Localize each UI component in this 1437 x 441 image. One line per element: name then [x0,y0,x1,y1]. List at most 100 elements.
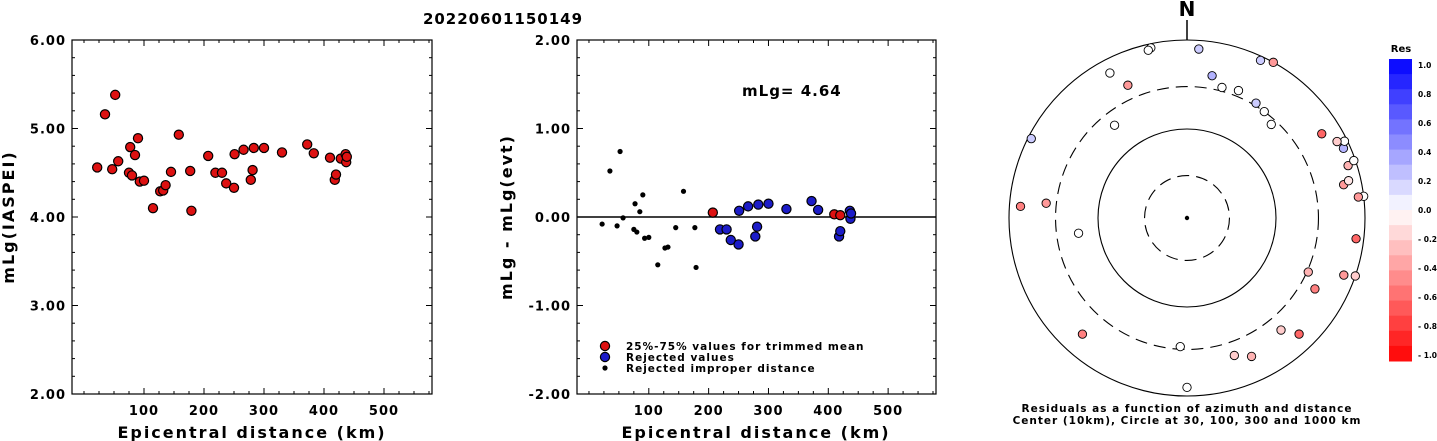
x-tick-label: 400 [813,404,843,419]
station-residual-point [1143,45,1153,55]
legend-label: Rejected improper distance [626,363,816,375]
colorbar-cell [1389,74,1412,90]
station-residual-point [1353,192,1363,202]
station-residual-point [1073,228,1084,238]
station-residual-point [1339,270,1349,280]
y-tick-label: 4.00 [30,211,66,226]
colorbar-cell [1389,164,1412,181]
y-tick-label: -2.00 [529,388,571,403]
chart-title: 20220601150149 [423,10,583,28]
data-point [835,225,846,237]
residual-vs-distance-panel: 100 200 300 400 500 -2.00 -1.00 0.00 1.00 2.00 mL… [497,34,937,441]
station-residual-point [1317,129,1327,139]
station-residual-point [1217,82,1227,93]
rejected-distance-point [632,201,638,207]
station-residual-point [1259,106,1269,117]
y-tick-label: 6.00 [30,34,66,49]
data-point [138,175,150,186]
data-point [707,207,719,218]
data-point [247,164,258,176]
colorbar-cell [1389,89,1412,105]
data-point [812,204,824,216]
y-tick-label: 2.00 [30,388,66,403]
x-tick-label: 100 [634,404,664,419]
data-point [238,144,249,155]
data-point [806,195,817,207]
colorbar-cell [1389,210,1412,226]
colorbar-tick-label: - 1.0 [1418,351,1437,360]
data-point [216,167,228,178]
station-residual-point [1109,120,1120,130]
y-axis-label: mLg - mLg(evt) [497,134,516,300]
data-point [733,239,744,250]
rejected-distance-point [673,225,679,231]
y-tick-label: 1.00 [535,123,571,138]
station-residual-point [1268,57,1278,67]
colorbar-cell [1389,59,1412,75]
station-residual-point [1182,382,1192,393]
data-point [165,166,177,178]
y-tick-label: -1.00 [529,300,571,315]
legend-marker [599,351,611,363]
data-point [750,231,761,242]
rejected-distance-point [680,188,687,194]
data-point [835,210,846,221]
station-residual-point [1349,155,1359,166]
data-point [751,221,763,232]
data-point [324,152,336,163]
y-tick-label: 3.00 [30,300,66,315]
rejected-distance-point [617,148,623,155]
station-residual-point [1351,234,1361,244]
y-tick-label: 2.00 [535,34,571,49]
rejected-distance-point [646,234,652,240]
colorbar-cell [1389,315,1412,332]
station-residual-point [1207,71,1217,81]
data-point [308,148,319,159]
x-tick-label: 100 [129,404,159,419]
legend-label: 25%-75% values for trimmed mean [626,341,865,353]
station-residual-point [1233,85,1244,96]
rejected-distance-point [640,192,646,198]
station-residual-point [1343,176,1354,186]
x-tick-label: 200 [694,404,724,419]
station-residual-point [1015,201,1026,212]
data-point [753,199,764,210]
x-tick-label: 400 [309,404,339,419]
data-point [132,133,144,144]
colorbar-cell [1389,345,1412,362]
colorbar-cell [1389,179,1412,196]
x-tick-label: 200 [189,404,219,419]
rejected-distance-point [599,221,605,227]
colorbar-cell [1389,330,1412,347]
data-point [302,139,313,150]
station-residual-point [1251,98,1261,108]
colorbar-cell [1389,119,1412,135]
data-point [245,174,256,186]
station-residual-point [1343,161,1353,171]
data-point [763,198,774,209]
data-point [147,202,159,214]
legend-marker [599,340,611,352]
station-residual-point [1310,284,1320,294]
data-point [733,205,745,217]
x-tick-label: 500 [369,404,399,419]
colorbar-cell [1389,255,1412,271]
station-residual-point [1041,198,1051,208]
x-axis-label: Epicentral distance (km) [117,423,386,441]
rejected-distance-point [642,235,648,241]
rejected-distance-point [634,229,640,235]
colorbar-title: Res [1391,44,1411,55]
data-point [91,162,103,173]
colorbar: Res 1.0 0.8 0.6 0.4 0.2 0.0 - 0.2 - 0.4 - 0.6 - 0… [1389,44,1437,362]
station-residual-point [1026,134,1036,144]
legend-label: Rejected values [626,352,735,364]
rejected-distance-point [693,264,699,271]
caption-line-2: Center (10km), Circle at 30, 100, 300 an… [1013,415,1362,427]
colorbar-cell [1389,270,1412,286]
data-point [106,164,118,175]
data-point [258,142,270,154]
rejected-distance-point [665,244,671,250]
station-residual-point [1255,55,1266,66]
colorbar-tick-label: - 0.2 [1418,235,1437,244]
station-residual-point [1123,80,1133,90]
